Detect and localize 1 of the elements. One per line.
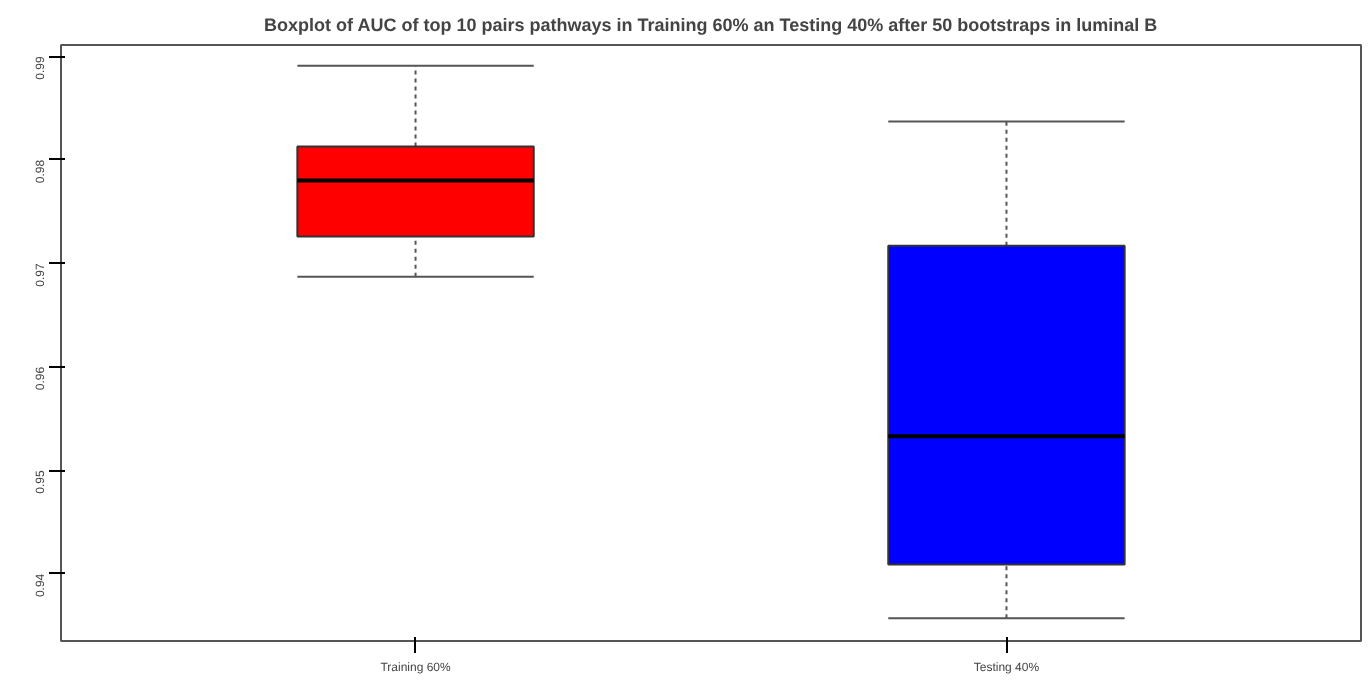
chart-title: Boxplot of AUC of top 10 pairs pathways in Training 60% an Testing 40% after 50 bootstraps in luminal B [264,15,1159,35]
